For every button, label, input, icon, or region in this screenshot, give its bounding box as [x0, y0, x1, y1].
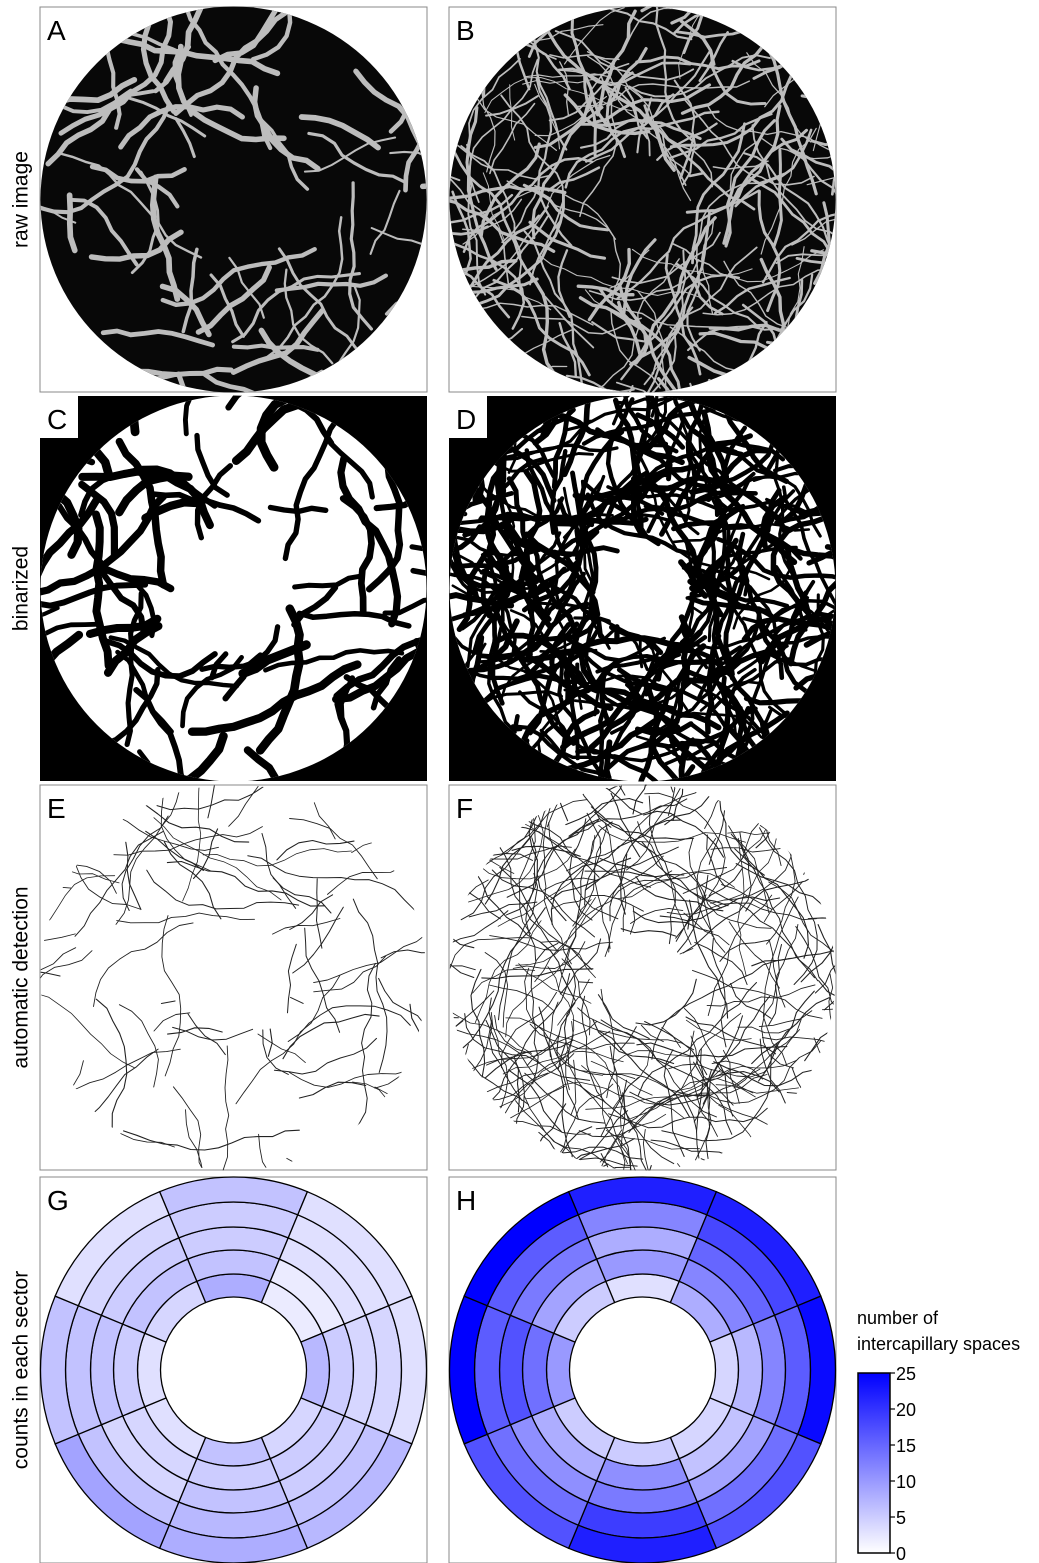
panel-letter: D: [456, 404, 476, 435]
figure: raw image binarized automatic detection cou…: [0, 0, 1039, 1563]
colorbar: [858, 1373, 890, 1553]
panel-letter: H: [456, 1185, 476, 1216]
colorbar-tick-label: 5: [896, 1508, 906, 1528]
colorbar-title: intercapillary spaces: [857, 1334, 1020, 1354]
colorbar-tick-label: 25: [896, 1364, 916, 1384]
panel-letter: G: [47, 1185, 69, 1216]
panel: H: [449, 1177, 836, 1563]
colorbar-title: number of: [857, 1308, 939, 1328]
panel: G: [40, 1177, 427, 1563]
vessel: [828, 541, 1000, 572]
vessel: [824, 946, 927, 1010]
row-label: automatic detection: [10, 886, 33, 1068]
colorbar-tick-label: 20: [896, 1400, 916, 1420]
vessel: [834, 576, 956, 587]
colorbar-tick-label: 0: [896, 1544, 906, 1563]
panel-letter: E: [47, 793, 66, 824]
row-label: binarized: [10, 546, 33, 631]
panel-letter: A: [47, 15, 66, 46]
colorbar-tick-label: 10: [896, 1472, 916, 1492]
page: {"figure": {"row_labels": ["raw image", …: [0, 0, 1039, 1563]
panel-letter: C: [47, 404, 67, 435]
panel-letter: F: [456, 793, 473, 824]
vessel: [819, 936, 947, 1005]
row-label: counts in each sector: [10, 1271, 33, 1469]
panel-letter: B: [456, 15, 475, 46]
colorbar-tick-label: 15: [896, 1436, 916, 1456]
row-label: raw image: [10, 151, 33, 248]
